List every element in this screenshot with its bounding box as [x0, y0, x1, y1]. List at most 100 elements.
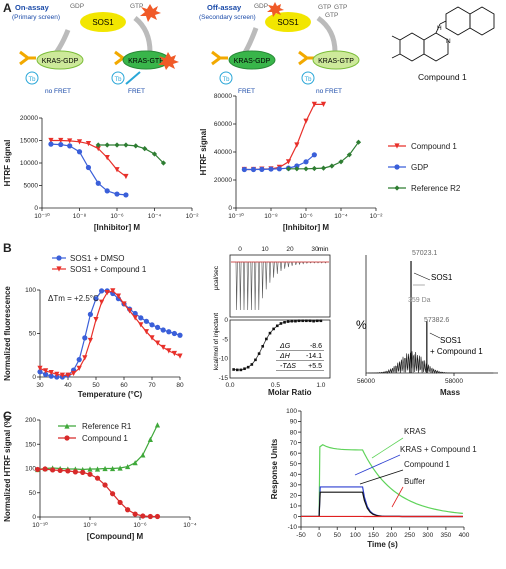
legend-c-label-0: Reference R1 [82, 422, 132, 431]
chartB1-point-1 [160, 344, 166, 351]
chartA2-point-2 [294, 166, 300, 172]
chartC1-point-0 [94, 466, 101, 472]
antibody-icon-off [211, 50, 228, 66]
fret-label-off: FRET [238, 88, 255, 95]
on-assay-title: On-assay [15, 3, 50, 12]
chartA1-point-1 [48, 141, 54, 147]
kras-gdp-node-off [228, 50, 276, 70]
itc-point [279, 322, 283, 325]
chartA2-line-0 [244, 103, 324, 171]
chartC2-ytick-label: 90 [290, 419, 298, 426]
chartB1-point-1 [43, 368, 49, 374]
chartC2-xtick-label: 0 [317, 532, 321, 539]
itc-xtick-label: 0.0 [225, 382, 234, 389]
chartB1-point-1 [99, 299, 105, 305]
itc-top-tick: 20 [286, 246, 294, 253]
chartA2-xlabel: [Inhibitor] M [283, 223, 330, 232]
itc-point [275, 324, 279, 328]
chartC1-xtick-label: 10⁻⁶ [133, 522, 147, 529]
chart-c-spr: -10 0 10 20 30 40 50 60 70 80 90 100 -50 0 50 100 150 200… [270, 408, 477, 549]
off-assay-subtitle: (Secondary screen) [199, 14, 256, 21]
ms-peak1-pointer [413, 272, 431, 281]
ms-peak2-label2: + Compound 1 [430, 347, 483, 356]
itc-iso-frame [229, 319, 331, 379]
itc-point [257, 352, 261, 355]
itc-point [308, 319, 312, 323]
ms-xlabel: Mass [440, 388, 461, 397]
chartC1-point-1 [94, 475, 101, 481]
chartC1-point-1 [57, 467, 63, 474]
chartC2-xtick-label: 50 [334, 532, 342, 539]
itc-ytick-label: -10 [219, 356, 229, 363]
ms-peak2-mass: 57382.6 [424, 317, 449, 324]
chartB1-point-1 [87, 337, 93, 344]
chartC1-xtick-label: 10⁻⁴ [183, 522, 197, 529]
chartC1-point-1 [87, 471, 93, 477]
itc-point [243, 367, 246, 371]
chartA1-point-1 [104, 188, 110, 194]
ms-peak1-label: SOS1 [431, 273, 453, 282]
chart-a-on-assay: 0 5000 10000 15000 20000 10⁻¹⁰ 10⁻⁸ 10⁻⁶ 10⁻⁴ 10⁻… [3, 115, 199, 232]
chartC1-point-1 [80, 469, 86, 475]
chart-b-itc: 0 10 20 30 0.0 0.5 1.0 -15 -10 -5 0 [219, 246, 331, 389]
tb-label: Tb [28, 77, 36, 83]
chartB1-ylabel: Normalized fluorescence [3, 286, 12, 381]
itc-ylabel-bottom: kcal/mol of injectant [213, 313, 220, 370]
legend-a-label-0: Compound 1 [411, 142, 457, 151]
chartC1-ytick-label: 50 [29, 490, 37, 497]
itc-xlabel: Molar Ratio [268, 388, 312, 397]
chartC1-xtick-label: 10⁻¹⁰ [32, 521, 48, 529]
spr-label-1: KRAS + Compound 1 [400, 445, 477, 454]
itc-point [312, 319, 315, 323]
chartA2-point-1 [303, 159, 309, 165]
chartA1-point-0 [58, 137, 64, 144]
chartA1-point-0 [48, 137, 54, 144]
chartA1-xtick-label: 10⁻⁸ [73, 213, 87, 220]
chartB1-point-1 [65, 372, 71, 378]
chartA2-ytick-label: 40000 [214, 149, 232, 156]
chartB1-ytick-label: 50 [29, 331, 37, 338]
itc-point [319, 319, 323, 323]
chartC1-point-1 [109, 491, 116, 497]
chartB1-point-0 [87, 311, 93, 317]
chartB1-point-0 [48, 373, 54, 379]
chartB1-point-1 [171, 350, 177, 357]
ms-shift: 359 Da [408, 297, 431, 304]
chartA1-point-2 [151, 151, 158, 157]
chartB1-xtick-label: 50 [92, 382, 100, 389]
chartC2-ytick-label: 60 [290, 450, 298, 457]
chartB1-point-1 [54, 371, 60, 377]
itc-point [261, 344, 265, 348]
itc-ytick-label: 0 [224, 317, 228, 324]
chartA2-xtick-label: 10⁻¹⁰ [228, 212, 244, 220]
chartB1-point-0 [82, 335, 88, 341]
off-assay-title: Off-assay [207, 3, 242, 12]
chartC1-point-1 [132, 511, 138, 517]
chartC1-point-0 [117, 465, 123, 471]
tb-node-2 [111, 71, 125, 85]
burst-icon-2 [158, 52, 179, 70]
chartC1-xtick-label: 10⁻⁸ [83, 522, 97, 529]
itc-point [297, 319, 301, 323]
chartC1-point-0 [154, 422, 161, 428]
chartB1-point-0 [149, 322, 155, 328]
chartA1-ylabel: HTRF signal [3, 140, 12, 187]
legend-a-marker-2 [394, 185, 400, 191]
chartA2-point-0 [311, 101, 317, 107]
chartA2-xtick-label: 10⁻⁶ [299, 213, 313, 220]
legend-a-marker-1 [394, 164, 400, 170]
gtp-label-off-1: GTP [318, 4, 331, 11]
chartA2-ytick-label: 20000 [214, 177, 232, 184]
chartA1-xtick-label: 10⁻¹⁰ [34, 212, 50, 220]
chartA1-point-2 [160, 160, 167, 166]
itc-thermo-table: ΔG -8.6 ΔH -14.1 -TΔS +5.5 [276, 343, 324, 371]
chartC1-point-1 [147, 513, 153, 520]
legend-b-label-0: SOS1 + DMSO [70, 254, 124, 263]
itc-raw-trace [231, 261, 329, 311]
ms-peak1-mass: 57023.1 [412, 250, 437, 257]
chartB1-point-1 [132, 315, 138, 321]
sos1-node-off [265, 12, 311, 32]
tb-label-2: Tb [114, 77, 122, 83]
spr-curve-2 [301, 491, 463, 518]
chartC1-point-0 [140, 452, 146, 458]
